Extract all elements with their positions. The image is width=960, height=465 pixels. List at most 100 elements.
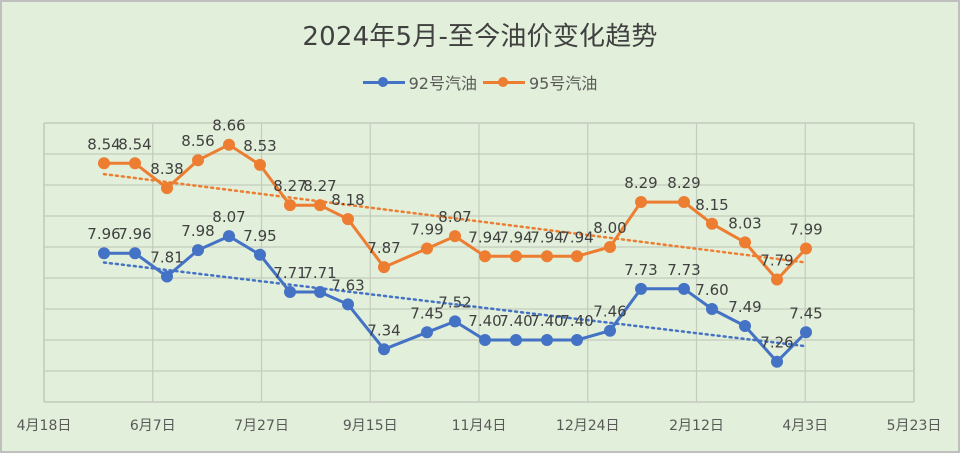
data-label: 7.71 <box>273 264 306 282</box>
x-tick-label: 11月4日 <box>452 418 507 434</box>
data-point[interactable] <box>706 303 718 315</box>
data-point[interactable] <box>192 244 204 257</box>
data-label: 8.07 <box>438 208 471 226</box>
chart-title: 2024年5月-至今油价变化趋势 <box>302 22 658 52</box>
data-point[interactable] <box>342 298 354 311</box>
data-point[interactable] <box>378 343 390 356</box>
legend-marker-95-icon <box>483 77 525 87</box>
data-label: 7.96 <box>87 225 120 243</box>
data-point[interactable] <box>771 273 783 286</box>
x-tick-label: 4月18日 <box>17 418 72 434</box>
x-tick-label: 12月24日 <box>556 418 620 434</box>
data-label: 8.29 <box>624 174 657 192</box>
data-point[interactable] <box>800 242 812 255</box>
data-point[interactable] <box>771 355 783 368</box>
data-point[interactable] <box>421 326 433 339</box>
data-point[interactable] <box>254 248 266 261</box>
data-label: 7.40 <box>499 312 532 330</box>
data-point[interactable] <box>541 250 553 263</box>
data-label: 7.94 <box>530 228 563 246</box>
data-label: 8.54 <box>87 135 120 153</box>
data-point[interactable] <box>449 315 461 328</box>
data-point[interactable] <box>571 334 583 346</box>
data-point[interactable] <box>479 250 491 263</box>
data-point[interactable] <box>510 250 522 263</box>
x-tick-label: 4月3日 <box>782 418 828 434</box>
data-label: 7.40 <box>560 312 593 330</box>
data-point[interactable] <box>314 199 326 212</box>
data-point[interactable] <box>314 285 326 298</box>
data-point[interactable] <box>510 334 522 346</box>
data-point[interactable] <box>800 326 812 339</box>
data-label: 8.00 <box>593 219 626 237</box>
legend-label-95: 95号汽油 <box>529 74 598 93</box>
data-point[interactable] <box>635 196 647 209</box>
series-92 <box>98 230 812 368</box>
data-point[interactable] <box>571 250 583 263</box>
data-point[interactable] <box>706 217 718 230</box>
data-point[interactable] <box>129 247 141 260</box>
data-label: 8.07 <box>212 208 245 226</box>
data-point[interactable] <box>449 230 461 243</box>
data-label: 7.49 <box>728 298 761 316</box>
data-point[interactable] <box>604 324 616 337</box>
data-label: 7.71 <box>303 264 336 282</box>
data-point[interactable] <box>635 282 647 295</box>
data-label: 7.81 <box>150 248 183 266</box>
data-point[interactable] <box>421 242 433 255</box>
data-label: 7.99 <box>789 221 822 239</box>
data-point[interactable] <box>739 320 751 333</box>
data-label: 7.79 <box>760 252 793 270</box>
data-label: 7.73 <box>667 261 700 279</box>
data-point[interactable] <box>541 334 553 346</box>
data-point[interactable] <box>479 334 491 346</box>
data-point[interactable] <box>129 157 141 170</box>
data-point[interactable] <box>739 236 751 249</box>
data-label: 7.52 <box>438 293 471 311</box>
data-point[interactable] <box>223 138 235 151</box>
data-label: 7.94 <box>560 228 593 246</box>
data-label: 7.98 <box>181 222 214 240</box>
data-label: 8.15 <box>695 196 728 214</box>
legend-item-95[interactable]: 95号汽油 <box>483 70 597 94</box>
series-95 <box>98 138 812 286</box>
data-label: 7.40 <box>468 312 501 330</box>
data-point[interactable] <box>161 182 173 195</box>
data-label: 7.46 <box>593 303 626 321</box>
data-point[interactable] <box>342 213 354 226</box>
data-label: 8.03 <box>728 214 761 232</box>
data-label: 7.94 <box>468 228 501 246</box>
data-label: 8.54 <box>118 135 151 153</box>
data-point[interactable] <box>378 261 390 274</box>
data-label: 7.45 <box>410 304 443 322</box>
x-tick-label: 5月23日 <box>887 418 942 434</box>
legend-label-92: 92号汽油 <box>408 74 477 93</box>
data-label: 8.53 <box>243 137 276 155</box>
data-label: 7.60 <box>695 281 728 299</box>
data-point[interactable] <box>678 196 690 209</box>
data-point[interactable] <box>604 241 616 253</box>
data-label: 7.34 <box>367 321 400 339</box>
data-point[interactable] <box>98 157 110 170</box>
legend-item-92[interactable]: 92号汽油 <box>362 70 477 94</box>
data-label: 8.27 <box>303 177 336 195</box>
x-tick-label: 9月15日 <box>343 418 398 434</box>
data-point[interactable] <box>284 199 296 212</box>
data-point[interactable] <box>161 270 173 283</box>
data-label: 7.94 <box>499 228 532 246</box>
data-label: 8.66 <box>212 117 245 135</box>
data-label: 7.26 <box>760 334 793 352</box>
data-point[interactable] <box>192 154 204 167</box>
x-tick-label: 2月12日 <box>669 418 724 434</box>
data-label: 7.45 <box>789 304 822 322</box>
data-point[interactable] <box>678 282 690 295</box>
data-point[interactable] <box>284 285 296 298</box>
data-label: 7.87 <box>367 239 400 257</box>
data-label: 8.29 <box>667 174 700 192</box>
trendline <box>102 172 808 264</box>
data-point[interactable] <box>98 247 110 260</box>
data-point[interactable] <box>254 158 266 171</box>
legend: 92号汽油 95号汽油 <box>2 70 958 94</box>
data-point[interactable] <box>223 230 235 243</box>
